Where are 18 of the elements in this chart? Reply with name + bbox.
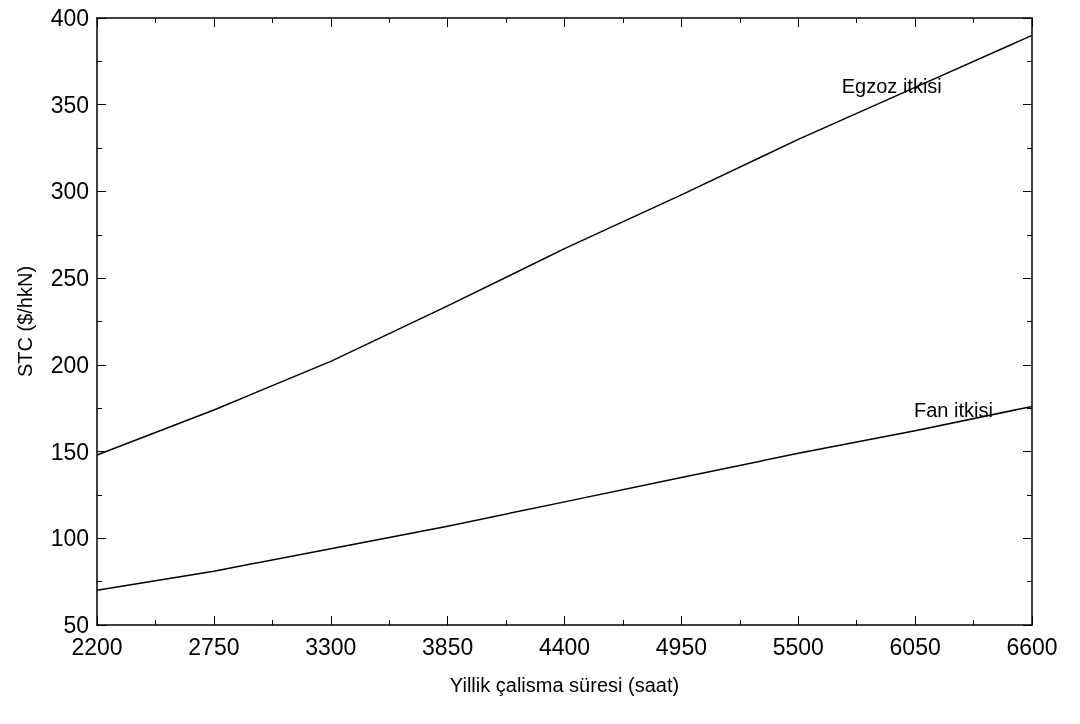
- x-tick-label: 4950: [655, 633, 707, 660]
- x-tick-label: 5500: [772, 633, 824, 660]
- x-tick-label: 4400: [538, 633, 591, 660]
- x-tick-label: 6600: [1006, 633, 1058, 660]
- y-tick-label: 200: [50, 351, 89, 378]
- y-axis-title: STC ($/hkN): [14, 265, 36, 378]
- y-tick-label: 350: [50, 91, 89, 118]
- y-tick-label: 300: [50, 178, 89, 205]
- annotation: Fan itkisi: [913, 399, 993, 422]
- y-tick-label: 150: [50, 438, 89, 465]
- x-tick-label: 6050: [889, 633, 941, 660]
- y-tick-label: 400: [50, 5, 89, 31]
- y-tick-label: 250: [50, 265, 89, 292]
- x-tick-label: 2750: [188, 633, 240, 660]
- x-tick-label: 3300: [305, 633, 357, 660]
- x-axis-title: Yillik çalisma süresi (saat): [449, 674, 680, 696]
- x-tick-label: 3850: [422, 633, 474, 660]
- y-tick-label: 100: [50, 525, 89, 552]
